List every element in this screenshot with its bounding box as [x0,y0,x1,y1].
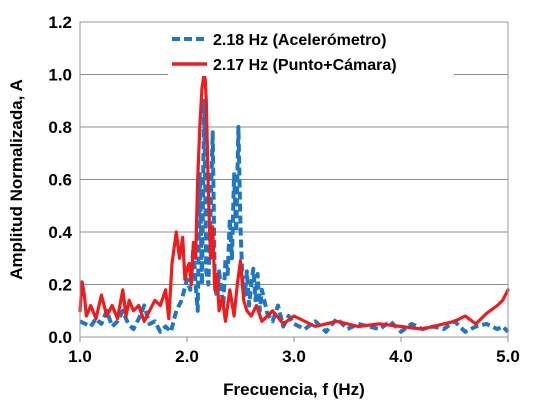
y-tick-labels: 0.0 0.2 0.4 0.6 0.8 1.0 1.2 [48,13,72,347]
y-tick-label: 0.0 [48,328,72,347]
y-tick-label: 1.2 [48,13,72,32]
x-tick-label: 4.0 [389,347,413,366]
legend-background [168,26,454,76]
x-tick-label: 5.0 [496,347,520,366]
x-tick-label: 1.0 [68,347,92,366]
series-lines [78,72,510,334]
legend: 2.18 Hz (Acelerómetro) 2.17 Hz (Punto+Cá… [168,26,454,76]
legend-label-accelerometer: 2.18 Hz (Acelerómetro) [213,32,386,49]
series-line-camera [78,72,510,331]
y-tick-label: 0.8 [48,118,72,137]
y-tick-label: 0.2 [48,276,72,295]
y-tick-label: 0.4 [48,223,72,242]
y-tick-label: 1.0 [48,66,72,85]
y-tick-label: 0.6 [48,171,72,190]
series-line-accelerometer [79,98,510,334]
y-axis-title: Amplitud Normalizada, A [7,79,26,280]
x-tick-label: 2.0 [175,347,199,366]
x-tick-labels: 1.0 2.0 3.0 4.0 5.0 [68,337,520,366]
x-tick-label: 3.0 [282,347,306,366]
legend-label-camera: 2.17 Hz (Punto+Cámara) [213,57,397,74]
x-axis-title: Frecuencia, f (Hz) [223,380,365,399]
